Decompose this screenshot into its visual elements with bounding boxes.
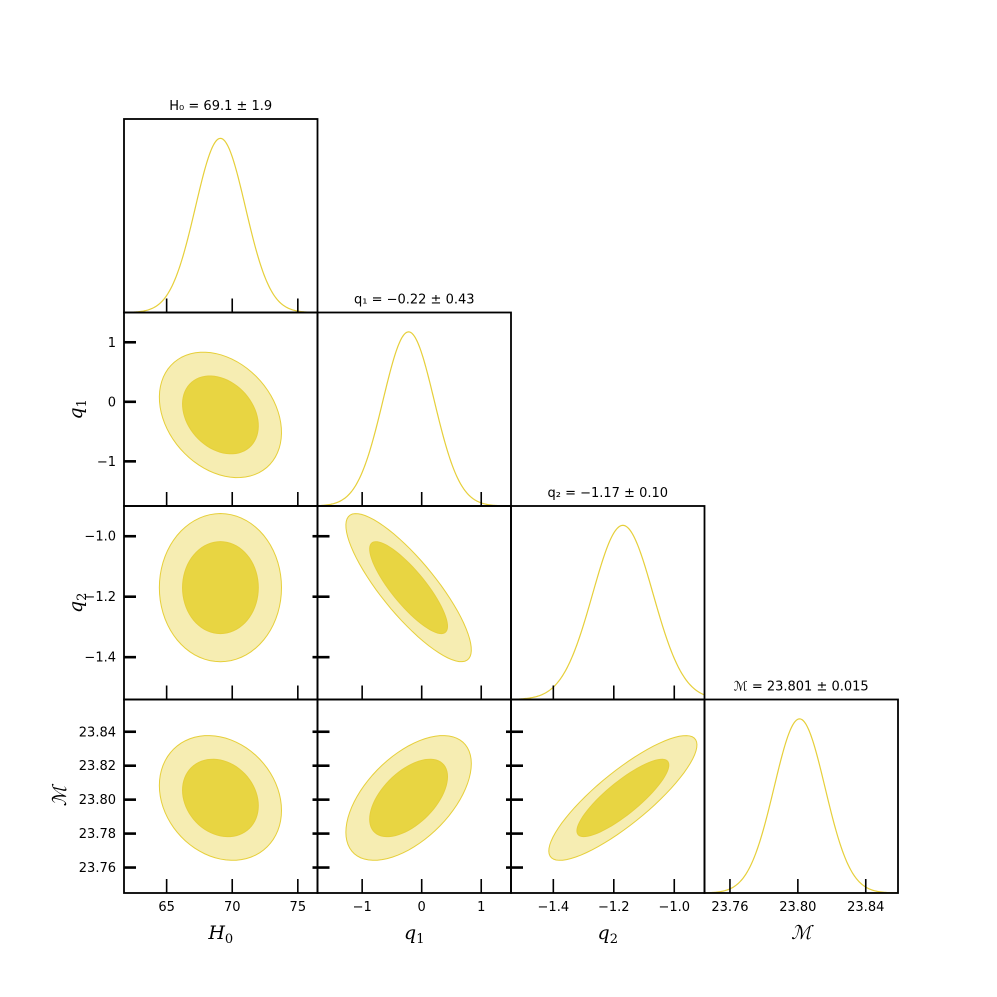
marginal-title-q1: q₁ = −0.22 ± 0.43 (354, 293, 475, 308)
y-tick-label-q2: −1.0 (84, 530, 116, 545)
contour-panel-M-vs-q2 (548, 735, 698, 861)
marginal-panel-H0 (124, 137, 318, 313)
marginal-title-M: ℳ = 23.801 ± 0.015 (734, 680, 869, 695)
x-tick-label-H0: 75 (290, 900, 307, 915)
x-tick-label-q1: 0 (418, 900, 426, 915)
contour-panel-M-vs-H0 (158, 735, 282, 861)
contour-panel-q1-vs-H0 (158, 351, 282, 479)
x-axis-label-q1: q1 (404, 922, 424, 947)
y-tick-label-M: 23.82 (79, 759, 116, 774)
panel-frame (316, 311, 512, 507)
marginal-title-H0: H₀ = 69.1 ± 1.9 (169, 99, 272, 114)
y-axis-label-q2: q2 (65, 593, 90, 613)
x-tick-label-H0: 70 (224, 900, 241, 915)
marginal-title-q2: q₂ = −1.17 ± 0.10 (547, 486, 668, 501)
panel-frame (703, 698, 899, 894)
y-tick-label-M: 23.76 (79, 861, 116, 876)
x-tick-label-q1: −1 (353, 900, 372, 915)
x-axis-label-M: ℳ (791, 922, 814, 944)
contour-panel-q2-vs-q1 (345, 513, 472, 663)
panel-frame (510, 505, 706, 701)
contour-68 (182, 375, 259, 455)
x-tick-label-M: 23.76 (711, 900, 748, 915)
marginal-panel-M (704, 718, 898, 893)
y-tick-label-q2: −1.2 (84, 590, 116, 605)
marginal-panel-q1 (317, 331, 511, 506)
marginal-panel-q2 (511, 524, 705, 700)
x-tick-label-M: 23.84 (847, 900, 884, 915)
contour-68 (369, 758, 449, 838)
y-tick-label-q1: −1 (97, 455, 116, 470)
contour-68 (576, 758, 670, 838)
x-tick-label-M: 23.80 (779, 900, 816, 915)
x-tick-label-q2: −1.4 (538, 900, 570, 915)
contour-panel-q2-vs-H0 (158, 513, 282, 663)
x-axis-label-H0: H0 (207, 922, 233, 947)
marginal-curve-H0 (124, 137, 318, 313)
y-tick-label-M: 23.84 (79, 725, 116, 740)
x-axis-label-q2: q2 (598, 922, 618, 947)
y-tick-label-M: 23.78 (79, 827, 116, 842)
contour-68 (182, 758, 259, 838)
panel-frame (123, 118, 319, 314)
y-tick-label-q1: 1 (108, 336, 116, 351)
x-tick-label-H0: 65 (158, 900, 175, 915)
marginal-curve-M (704, 718, 898, 893)
x-tick-label-q1: 1 (477, 900, 485, 915)
y-axis-label-M: ℳ (49, 783, 71, 806)
contour-panel-M-vs-q1 (345, 735, 472, 861)
y-tick-label-q2: −1.4 (84, 651, 116, 666)
y-axis-label-q1: q1 (65, 399, 90, 419)
x-tick-label-q2: −1.2 (598, 900, 630, 915)
y-tick-label-q1: 0 (108, 395, 116, 410)
marginal-curve-q1 (317, 331, 511, 506)
marginal-curve-q2 (511, 524, 705, 700)
contour-68 (182, 541, 259, 635)
y-tick-label-M: 23.80 (79, 793, 116, 808)
x-tick-label-q2: −1.0 (658, 900, 690, 915)
contour-68 (369, 541, 449, 635)
